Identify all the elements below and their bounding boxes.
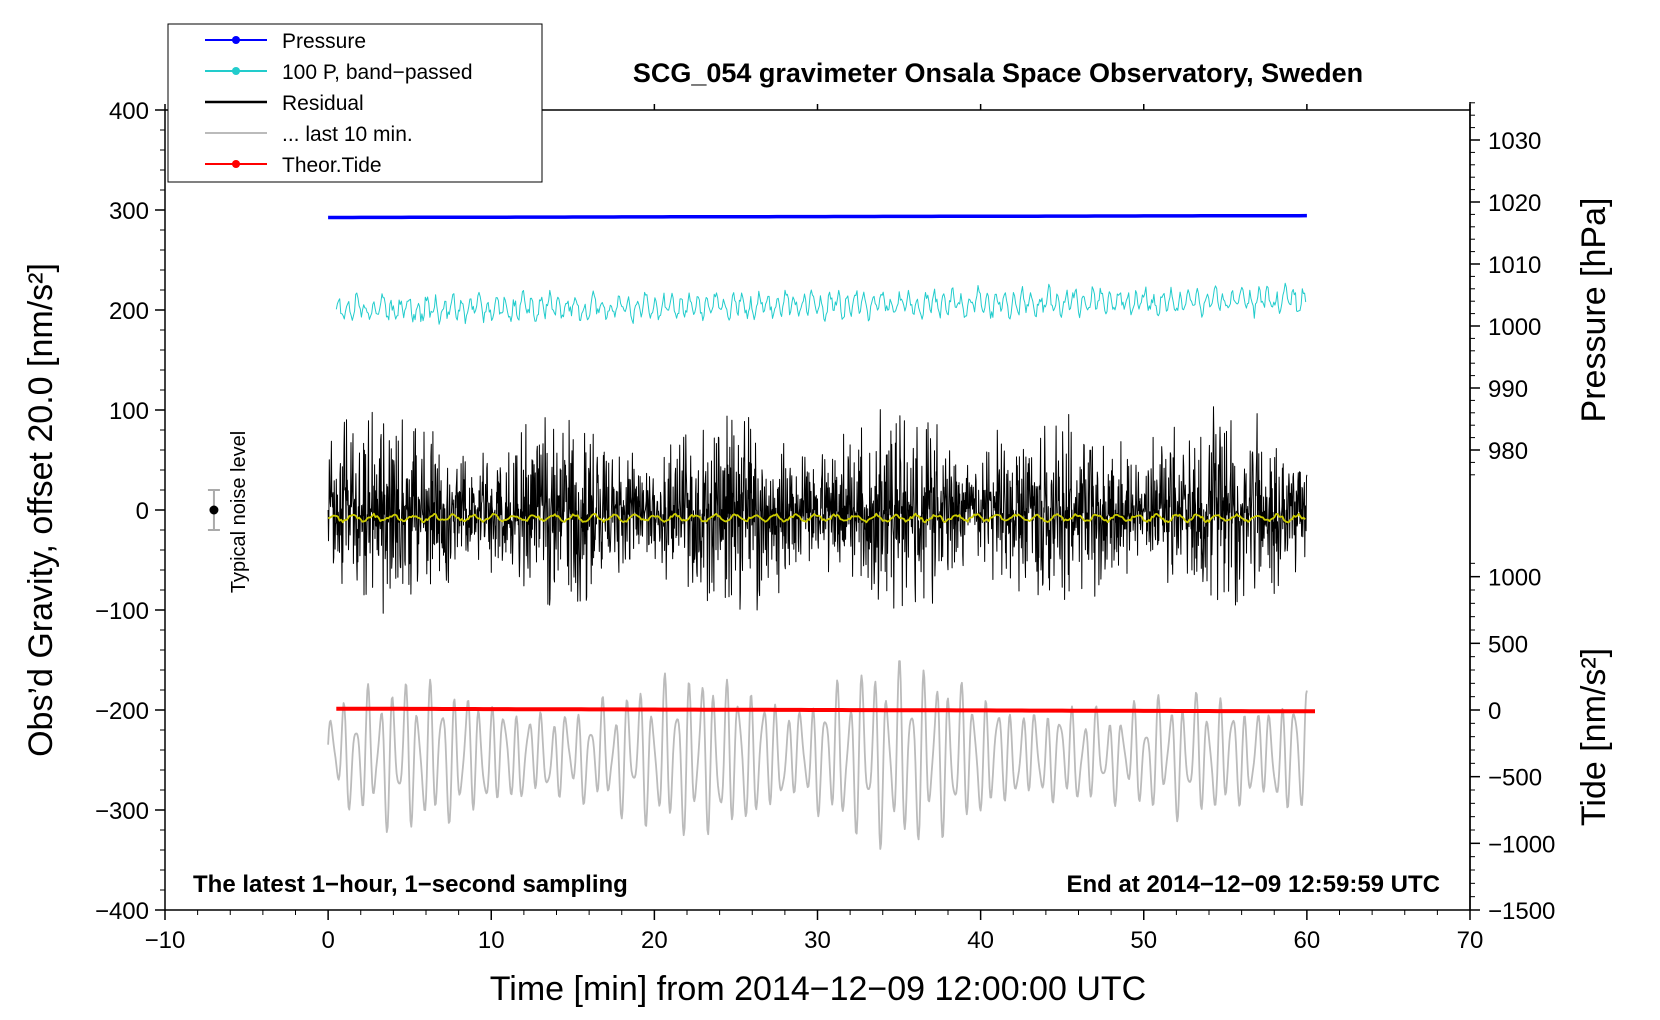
pressure-tick-label: 980	[1488, 438, 1528, 465]
series-residual-smoothed	[327, 512, 1306, 524]
tide-tick-label: −1000	[1488, 831, 1555, 858]
annotation-sampling: The latest 1−hour, 1−second sampling	[193, 871, 628, 898]
series-layer	[207, 213, 1315, 850]
series-last-10-min	[327, 660, 1308, 850]
legend-label: 100 P, band−passed	[282, 61, 473, 84]
series-theor-tide	[336, 706, 1315, 714]
y-tick-label-left: 400	[109, 98, 149, 125]
noise-point	[209, 505, 219, 515]
series-pressure-bandpassed	[335, 282, 1307, 325]
x-tick-label: −10	[145, 927, 186, 954]
noise-level-label: Typical noise level	[228, 431, 250, 593]
x-tick-label: 0	[321, 927, 334, 954]
x-axis-title: Time [min] from 2014−12−09 12:00:00 UTC	[490, 970, 1146, 1008]
tide-tick-label: −500	[1488, 765, 1542, 792]
series-residual	[327, 406, 1308, 614]
pressure-tick-label: 990	[1488, 376, 1528, 403]
tide-tick-label: 1000	[1488, 565, 1541, 592]
x-tick-label: 40	[967, 927, 994, 954]
legend-marker	[232, 160, 240, 168]
legend: Pressure 100 P, band−passed Residual ... la…	[167, 23, 543, 183]
x-tick-label: 30	[804, 927, 831, 954]
y-tick-label-left: 100	[109, 398, 149, 425]
y-tick-label-left: 300	[109, 198, 149, 225]
tide-tick-label: 500	[1488, 631, 1528, 658]
chart-title: SCG_054 gravimeter Onsala Space Observat…	[633, 58, 1363, 88]
x-tick-label: 60	[1294, 927, 1321, 954]
pressure-tick-label: 1020	[1488, 190, 1541, 217]
axes-layer: −10 0 10 20 30 40 50 60 704003002001000−100−200−…	[95, 98, 1555, 954]
y-tick-label-left: −100	[95, 598, 149, 625]
x-tick-label: 50	[1130, 927, 1157, 954]
x-tick-label: 70	[1457, 927, 1484, 954]
pressure-tick-label: 1030	[1488, 128, 1541, 155]
x-tick-label: 20	[641, 927, 668, 954]
y-tick-label-left: 200	[109, 298, 149, 325]
y-tick-label-left: −200	[95, 698, 149, 725]
legend-label: Theor.Tide	[282, 154, 382, 177]
y-tick-label-left: −300	[95, 798, 149, 825]
legend-marker	[232, 67, 240, 75]
y-axis-title-pressure: Pressure [hPa]	[1575, 198, 1613, 423]
x-tick-label: 10	[478, 927, 505, 954]
y-axis-title-tide: Tide [nm/s²]	[1575, 648, 1613, 826]
y-tick-label-left: 0	[136, 498, 149, 525]
tide-tick-label: −1500	[1488, 898, 1555, 925]
annotation-end-time: End at 2014−12−09 12:59:59 UTC	[1066, 871, 1440, 898]
legend-label: Pressure	[282, 30, 366, 53]
y-axis-title-left: Obs’d Gravity, offset 20.0 [nm/s²]	[22, 263, 60, 757]
legend-label: Residual	[282, 92, 364, 115]
legend-label: ... last 10 min.	[282, 123, 413, 146]
pressure-tick-label: 1010	[1488, 252, 1541, 279]
legend-marker	[232, 36, 240, 44]
series-pressure	[328, 213, 1307, 220]
tide-tick-label: 0	[1488, 698, 1501, 725]
y-tick-label-left: −400	[95, 898, 149, 925]
pressure-tick-label: 1000	[1488, 314, 1541, 341]
